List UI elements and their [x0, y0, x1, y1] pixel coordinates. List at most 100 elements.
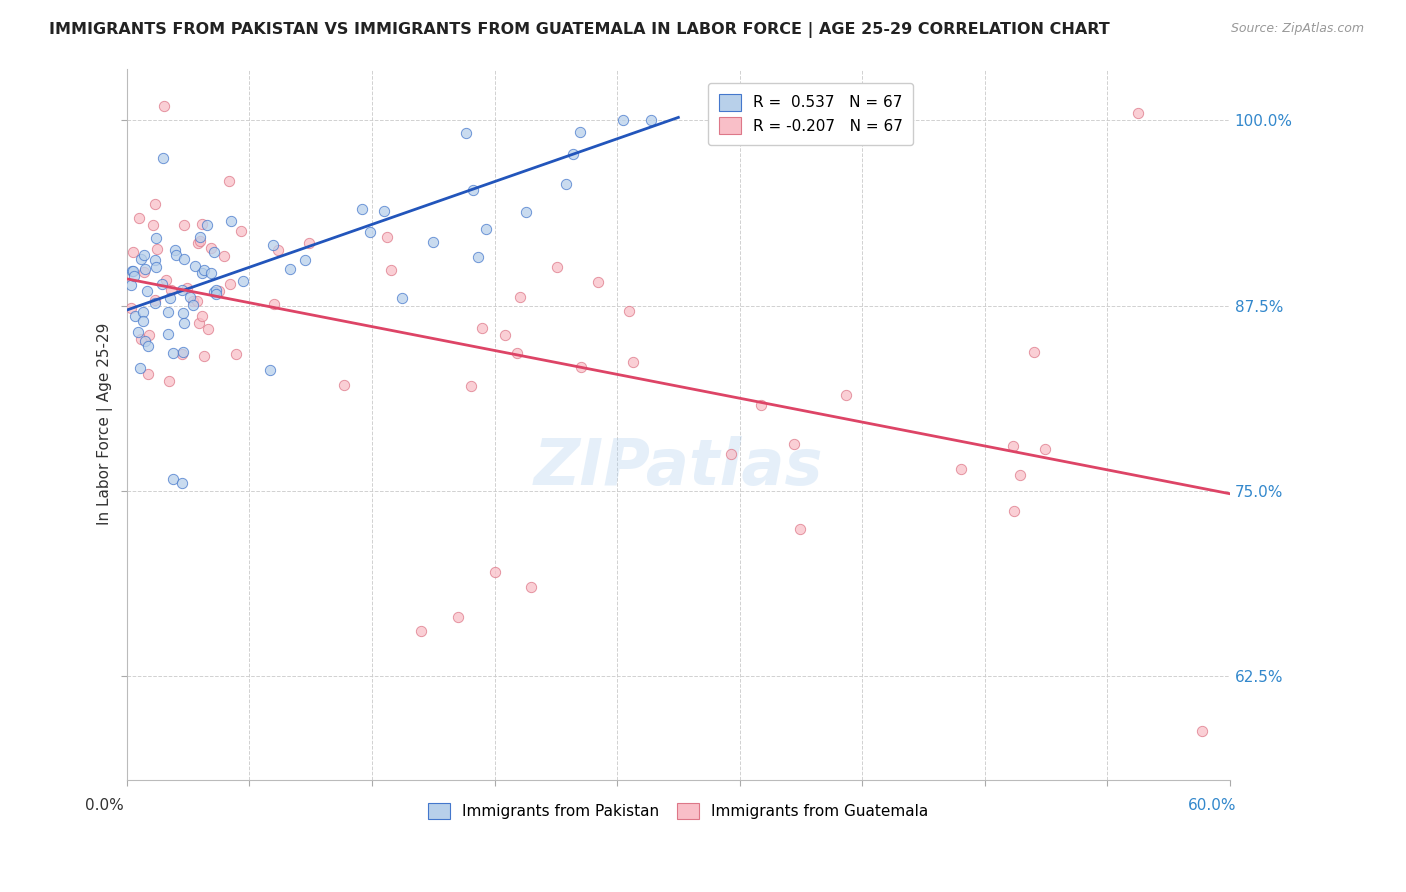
Point	[193, 349, 215, 363]
Point	[783, 437, 806, 451]
Point	[146, 242, 169, 256]
Point	[359, 225, 381, 239]
Point	[172, 345, 194, 359]
Point	[138, 327, 160, 342]
Point	[165, 243, 187, 257]
Point	[467, 250, 489, 264]
Point	[509, 290, 531, 304]
Point	[204, 283, 226, 297]
Point	[375, 230, 398, 244]
Point	[136, 368, 159, 382]
Point	[173, 316, 195, 330]
Point	[143, 293, 166, 308]
Point	[128, 211, 150, 226]
Point	[1191, 723, 1213, 738]
Point	[461, 183, 484, 197]
Point	[749, 398, 772, 412]
Text: Source: ZipAtlas.com: Source: ZipAtlas.com	[1230, 22, 1364, 36]
Point	[183, 259, 205, 273]
Point	[789, 522, 811, 536]
Point	[150, 277, 173, 291]
Point	[127, 325, 149, 339]
Point	[195, 218, 218, 232]
Point	[145, 260, 167, 274]
Point	[186, 293, 208, 308]
Point	[494, 328, 516, 343]
Point	[380, 263, 402, 277]
Point	[172, 283, 194, 297]
Point	[1033, 442, 1056, 456]
Point	[505, 346, 527, 360]
Point	[835, 388, 858, 402]
Point	[132, 305, 155, 319]
Point	[131, 252, 153, 267]
Point	[172, 476, 194, 491]
Point	[475, 222, 498, 236]
Point	[231, 224, 253, 238]
Point	[129, 333, 152, 347]
Point	[617, 303, 640, 318]
Point	[188, 229, 211, 244]
Point	[212, 249, 235, 263]
Point	[204, 244, 226, 259]
Point	[515, 205, 537, 219]
Text: 0.0%: 0.0%	[86, 798, 124, 814]
Point	[262, 237, 284, 252]
Point	[170, 347, 193, 361]
Point	[142, 219, 165, 233]
Point	[373, 204, 395, 219]
Point	[179, 290, 201, 304]
Point	[1008, 468, 1031, 483]
Point	[157, 305, 180, 319]
Point	[121, 264, 143, 278]
Text: IMMIGRANTS FROM PAKISTAN VS IMMIGRANTS FROM GUATEMALA IN LABOR FORCE | AGE 25-29: IMMIGRANTS FROM PAKISTAN VS IMMIGRANTS F…	[49, 22, 1109, 38]
Point	[297, 236, 319, 251]
Point	[422, 235, 444, 250]
Point	[165, 248, 187, 262]
Point	[152, 151, 174, 165]
Point	[333, 378, 356, 392]
Point	[187, 316, 209, 330]
Point	[122, 269, 145, 284]
Point	[152, 98, 174, 112]
Point	[484, 565, 506, 579]
Point	[200, 241, 222, 255]
Point	[197, 322, 219, 336]
Point	[145, 231, 167, 245]
Point	[454, 127, 477, 141]
Point	[267, 243, 290, 257]
Text: 60.0%: 60.0%	[1188, 798, 1237, 814]
Point	[232, 275, 254, 289]
Point	[173, 252, 195, 267]
Point	[471, 320, 494, 334]
Point	[200, 267, 222, 281]
Point	[949, 462, 972, 476]
Point	[294, 252, 316, 267]
Point	[190, 235, 212, 249]
Point	[134, 262, 156, 277]
Point	[155, 273, 177, 287]
Point	[143, 196, 166, 211]
Point	[128, 361, 150, 376]
Point	[569, 125, 592, 139]
Point	[132, 265, 155, 279]
Point	[218, 174, 240, 188]
Point	[1024, 344, 1046, 359]
Point	[124, 309, 146, 323]
Point	[208, 284, 231, 298]
Point	[136, 339, 159, 353]
Point	[409, 624, 432, 639]
Point	[159, 283, 181, 297]
Point	[1002, 504, 1025, 518]
Text: ZIPatlas: ZIPatlas	[534, 435, 823, 498]
Point	[1126, 106, 1149, 120]
Point	[1001, 439, 1024, 453]
Point	[520, 580, 543, 594]
Point	[159, 291, 181, 305]
Point	[134, 334, 156, 348]
Point	[612, 113, 634, 128]
Point	[460, 379, 482, 393]
Point	[621, 355, 644, 369]
Point	[156, 326, 179, 341]
Point	[135, 284, 157, 298]
